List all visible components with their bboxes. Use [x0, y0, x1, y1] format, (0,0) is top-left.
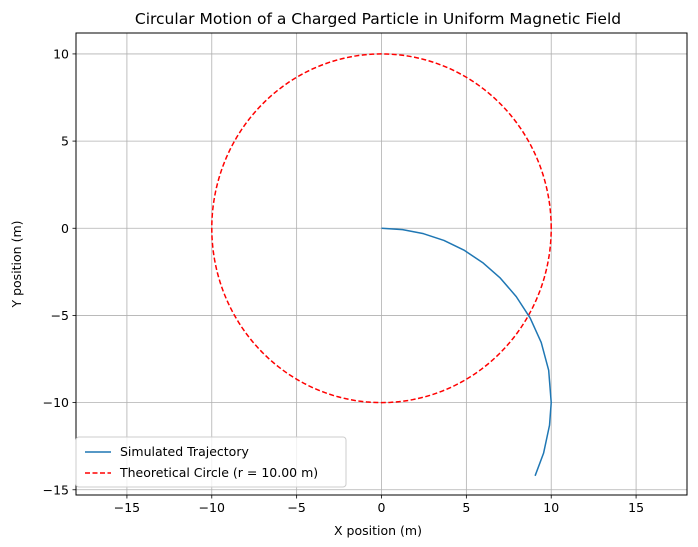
x-tick-label: −10: [199, 500, 225, 515]
grid: [76, 33, 687, 495]
y-tick-label: −5: [51, 308, 69, 323]
y-tick-label: 0: [61, 221, 69, 236]
series-theoretical-circle: [211, 53, 552, 404]
x-tick-label: 5: [462, 500, 470, 515]
x-tick-label: 10: [543, 500, 559, 515]
legend: Simulated Trajectory Theoretical Circle …: [75, 436, 347, 488]
chart-title: Circular Motion of a Charged Particle in…: [135, 10, 621, 28]
x-tick-label: 0: [378, 500, 386, 515]
legend-box: [75, 436, 347, 488]
y-axis-label: Y position (m): [9, 220, 24, 308]
x-tick-label: −5: [287, 500, 305, 515]
y-tick-label: 10: [53, 46, 69, 61]
y-tick-label: −15: [43, 482, 69, 497]
y-tick-label: −10: [43, 395, 69, 410]
x-tick-label: 15: [628, 500, 644, 515]
x-tick-label: −15: [114, 500, 140, 515]
legend-label-trajectory: Simulated Trajectory: [120, 444, 249, 459]
series-simulated-trajectory: [381, 227, 552, 477]
series-layer: [211, 53, 552, 477]
y-axis: −15 −10 −5 0 5 10: [43, 46, 76, 497]
x-axis: −15 −10 −5 0 5 10 15: [114, 495, 644, 515]
legend-label-circle: Theoretical Circle (r = 10.00 m): [119, 465, 318, 480]
x-axis-label: X position (m): [334, 523, 422, 538]
y-tick-label: 5: [61, 134, 69, 149]
